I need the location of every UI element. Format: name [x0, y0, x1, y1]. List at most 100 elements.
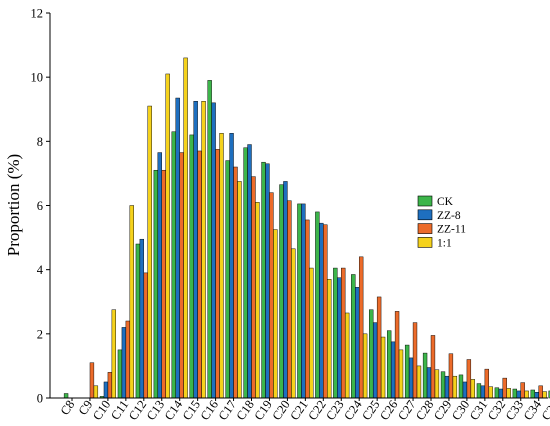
y-tick-label: 0 [37, 392, 43, 406]
bar-zz-11-c30 [466, 359, 472, 399]
bar-ck-c19 [261, 161, 266, 399]
bar-ck-c11 [117, 349, 123, 399]
bar-zz-11-c23 [341, 267, 346, 399]
bar-zz-8-c27 [408, 357, 414, 399]
bar-zz-11-c32 [502, 377, 507, 399]
bar-zz-11-c17 [233, 166, 238, 399]
bar-ck-c29 [440, 371, 446, 399]
bar-1-1-c32 [506, 388, 511, 399]
bar-zz-8-c30 [462, 381, 468, 399]
bar-zz-11-c29 [448, 353, 454, 399]
bar-zz-8-c18 [247, 144, 252, 399]
bar-zz-11-c18 [251, 176, 256, 399]
bar-ck-c23 [333, 267, 338, 399]
bar-zz-8-c34 [534, 392, 539, 399]
legend-label: 1:1 [437, 237, 452, 249]
legend-swatch [417, 237, 433, 248]
bar-zz-8-c15 [193, 101, 198, 399]
bar-1-1-c11 [129, 205, 134, 399]
x-tick-label: C11 [108, 398, 131, 423]
bar-zz-8-c12 [139, 238, 145, 399]
bar-ck-c26 [386, 330, 392, 399]
bar-zz-11-c24 [358, 256, 364, 399]
bar-zz-11-c20 [287, 200, 292, 399]
x-tick-label: C32 [485, 398, 508, 423]
bar-1-1-c10 [111, 309, 117, 399]
bar-1-1-c22 [327, 279, 332, 399]
bar-zz-11-c22 [323, 224, 328, 399]
bar-zz-11-c10 [107, 372, 113, 399]
x-tick-label: C23 [323, 398, 346, 423]
x-tick-label: C22 [305, 398, 328, 423]
bar-ck-c12 [135, 243, 141, 399]
bar-zz-11-c9 [89, 362, 95, 399]
bar-1-1-c34 [542, 391, 547, 399]
bar-zz-8-c24 [355, 287, 360, 399]
bar-zz-11-c21 [305, 219, 310, 399]
x-tick-label: C25 [359, 398, 382, 423]
bar-zz-8-c21 [301, 203, 306, 399]
x-tick-label: C16 [198, 398, 221, 423]
bar-ck-c31 [476, 383, 482, 399]
bar-1-1-c29 [452, 375, 458, 399]
bar-zz-8-c11 [121, 327, 127, 399]
bar-1-1-c9 [93, 385, 99, 399]
bar-ck-c27 [404, 344, 410, 399]
bar-zz-8-c32 [498, 388, 503, 399]
bar-ck-c35 [548, 390, 550, 399]
bar-1-1-c17 [237, 181, 242, 399]
bar-zz-11-c33 [520, 382, 525, 399]
legend: CK ZZ-8 ZZ-111:1 [417, 195, 466, 249]
bar-ck-c17 [225, 160, 230, 399]
x-tick-label: C8 [58, 398, 78, 418]
bar-zz-11-c27 [412, 322, 418, 399]
bar-ck-c34 [530, 389, 535, 399]
bar-ck-c16 [207, 80, 212, 399]
bar-1-1-c18 [255, 202, 260, 399]
bar-ck-c22 [315, 211, 320, 399]
bar-zz-11-c31 [484, 368, 489, 399]
legend-swatch [417, 195, 433, 207]
x-axis-ticks: C8C9C10C11C12C13C14C15C16C17C18C19C20C21… [58, 397, 550, 423]
legend-label: ZZ-11 [437, 224, 466, 236]
bar-zz-11-c26 [394, 311, 400, 399]
bar-ck-c28 [422, 352, 428, 399]
bar-ck-c20 [279, 184, 284, 399]
bar-1-1-c13 [165, 73, 170, 399]
bar-1-1-c25 [380, 336, 386, 399]
bar-zz-11-c34 [538, 385, 543, 399]
x-tick-label: C28 [413, 398, 436, 423]
bar-ck-c32 [494, 387, 500, 399]
bar-zz-8-c26 [390, 341, 396, 399]
bar-ck-c18 [243, 147, 248, 399]
y-tick-label: 2 [37, 327, 43, 341]
x-tick-label: C12 [126, 398, 149, 423]
bar-zz-8-c33 [516, 390, 521, 399]
bar-1-1-c16 [219, 133, 224, 399]
bar-zz-11-c12 [143, 272, 148, 399]
bar-zz-11-c28 [430, 335, 436, 399]
y-axis-title: Proportion (%) [4, 154, 23, 256]
bar-zz-11-c11 [125, 320, 131, 399]
y-tick-label: 4 [37, 263, 44, 277]
legend-label: ZZ-8 [437, 210, 461, 222]
bar-zz-8-c31 [480, 385, 486, 399]
bar-zz-8-c16 [211, 102, 216, 399]
legend-swatch [417, 223, 433, 234]
bar-ck-c13 [153, 169, 159, 399]
legend-label: CK [437, 196, 454, 208]
x-tick-label: C17 [216, 398, 239, 423]
bar-1-1-c26 [398, 349, 404, 399]
y-tick-label: 8 [37, 135, 43, 149]
bar-zz-11-c15 [197, 150, 202, 399]
bar-ck-c14 [171, 131, 176, 399]
bar-zz-11-c19 [269, 192, 274, 399]
bar-zz-8-c25 [372, 322, 378, 399]
bar-1-1-c23 [345, 312, 350, 399]
bar-zz-8-c17 [229, 133, 234, 399]
x-tick-label: C20 [269, 398, 292, 423]
bar-1-1-c30 [470, 379, 476, 399]
bar-1-1-c31 [488, 386, 493, 399]
y-axis-ticks: 0 2 4 6 8 10 12 [31, 7, 50, 406]
